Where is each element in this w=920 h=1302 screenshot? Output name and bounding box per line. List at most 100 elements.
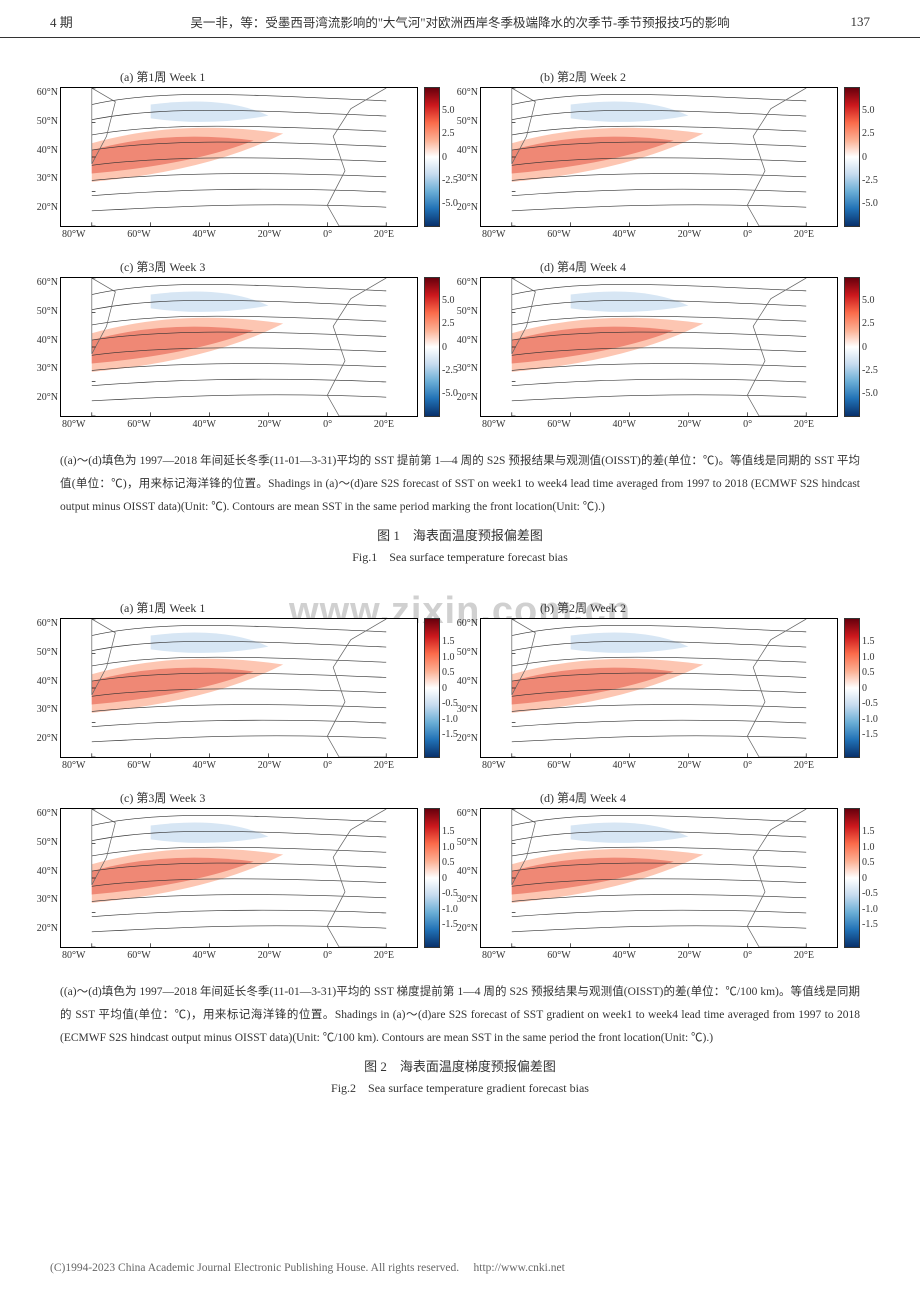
lon-tick: 20°E	[794, 419, 814, 430]
lat-tick: 40°N	[22, 676, 58, 687]
lat-ticks: 60°N50°N40°N30°N20°N	[442, 618, 478, 744]
panel-b: (b) 第2周 Week 2 60°N50°N40°N30°N20°N1.51.0…	[480, 599, 860, 771]
lon-tick: 80°W	[62, 760, 85, 771]
lon-tick: 20°W	[678, 760, 701, 771]
map-wrap: 60°N50°N40°N30°N20°N5.02.50-2.5-5.0	[480, 277, 860, 417]
lon-tick: 80°W	[482, 950, 505, 961]
colorbar: 5.02.50-2.5-5.0	[844, 277, 860, 417]
map-plot	[60, 87, 418, 227]
lat-tick: 20°N	[22, 202, 58, 213]
colorbar-tick: 2.5	[862, 318, 886, 329]
lon-tick: 60°W	[547, 950, 570, 961]
lat-tick: 20°N	[22, 733, 58, 744]
lat-ticks: 60°N50°N40°N30°N20°N	[22, 277, 58, 403]
lon-tick: 40°W	[193, 950, 216, 961]
lat-tick: 50°N	[442, 837, 478, 848]
lat-ticks: 60°N50°N40°N30°N20°N	[442, 87, 478, 213]
map-wrap: 60°N50°N40°N30°N20°N1.51.00.50-0.5-1.0-1…	[60, 808, 440, 948]
lon-ticks: 80°W60°W40°W20°W0°20°E	[60, 229, 396, 240]
colorbar-tick: 0.5	[862, 857, 886, 868]
map-plot	[480, 277, 838, 417]
lat-tick: 20°N	[22, 392, 58, 403]
page-footer: (C)1994-2023 China Academic Journal Elec…	[50, 1262, 870, 1274]
lon-tick: 40°W	[613, 760, 636, 771]
lon-tick: 80°W	[62, 950, 85, 961]
map-plot	[60, 808, 418, 948]
lat-tick: 60°N	[22, 277, 58, 288]
figure-1-caption: ((a)～(d)填色为 1997—2018 年间延长冬季(11-01—3-31)…	[60, 450, 860, 519]
lon-tick: 40°W	[613, 950, 636, 961]
figure-2-title-en: Fig.2 Sea surface temperature gradient f…	[0, 1079, 920, 1096]
lat-tick: 30°N	[442, 363, 478, 374]
colorbar: 1.51.00.50-0.5-1.0-1.5	[424, 808, 440, 948]
colorbar-tick: -1.0	[862, 714, 886, 725]
map-wrap: 60°N50°N40°N30°N20°N1.51.00.50-0.5-1.0-1…	[480, 618, 860, 758]
colorbar-tick: -1.5	[862, 919, 886, 930]
lat-tick: 40°N	[442, 676, 478, 687]
panel-title: (d) 第4周 Week 4	[540, 789, 860, 806]
panel-title: (a) 第1周 Week 1	[120, 599, 440, 616]
lon-tick: 0°	[743, 950, 752, 961]
panel-c: (c) 第3周 Week 360°N50°N40°N30°N20°N5.02.5…	[60, 258, 440, 430]
colorbar-tick: 5.0	[862, 105, 886, 116]
lat-tick: 50°N	[22, 647, 58, 658]
lon-ticks: 80°W60°W40°W20°W0°20°E	[480, 760, 816, 771]
lat-ticks: 60°N50°N40°N30°N20°N	[22, 618, 58, 744]
lon-tick: 20°E	[794, 229, 814, 240]
lat-tick: 20°N	[442, 392, 478, 403]
lon-tick: 20°W	[678, 950, 701, 961]
lon-tick: 80°W	[482, 229, 505, 240]
footer-url: http://www.cnki.net	[474, 1262, 565, 1274]
lat-tick: 30°N	[442, 704, 478, 715]
panel-title: (b) 第2周 Week 2	[540, 68, 860, 85]
lon-tick: 40°W	[193, 419, 216, 430]
lon-tick: 60°W	[547, 760, 570, 771]
lon-tick: 60°W	[127, 950, 150, 961]
lon-tick: 20°E	[374, 419, 394, 430]
colorbar-tick: -0.5	[862, 888, 886, 899]
lat-tick: 60°N	[442, 87, 478, 98]
lat-tick: 50°N	[442, 306, 478, 317]
colorbar-tick: -1.0	[862, 904, 886, 915]
lat-tick: 40°N	[442, 866, 478, 877]
lon-ticks: 80°W60°W40°W20°W0°20°E	[480, 229, 816, 240]
panel-a: (a) 第1周 Week 160°N50°N40°N30°N20°N5.02.5…	[60, 68, 440, 240]
map-plot	[480, 87, 838, 227]
colorbar-tick: -0.5	[862, 698, 886, 709]
colorbar-ticks: 5.02.50-2.5-5.0	[862, 105, 886, 209]
colorbar: 5.02.50-2.5-5.0	[844, 87, 860, 227]
colorbar: 1.51.00.50-0.5-1.0-1.5	[844, 618, 860, 758]
lat-tick: 60°N	[442, 277, 478, 288]
panel-title: (b) 第2周 Week 2	[540, 599, 860, 616]
lat-tick: 60°N	[442, 808, 478, 819]
figure-1-grid: (a) 第1周 Week 160°N50°N40°N30°N20°N5.02.5…	[60, 68, 860, 430]
panel-b: (b) 第2周 Week 260°N50°N40°N30°N20°N5.02.5…	[480, 68, 860, 240]
map-plot	[480, 618, 838, 758]
lat-tick: 30°N	[442, 173, 478, 184]
lat-ticks: 60°N50°N40°N30°N20°N	[442, 808, 478, 934]
colorbar-tick: 1.0	[862, 842, 886, 853]
lat-tick: 60°N	[22, 87, 58, 98]
colorbar-tick: -5.0	[862, 198, 886, 209]
lon-tick: 40°W	[193, 760, 216, 771]
colorbar-ticks: 5.02.50-2.5-5.0	[862, 295, 886, 399]
lat-ticks: 60°N50°N40°N30°N20°N	[442, 277, 478, 403]
lon-tick: 60°W	[547, 419, 570, 430]
lon-tick: 0°	[743, 760, 752, 771]
lat-tick: 40°N	[22, 145, 58, 156]
colorbar-tick: 1.0	[862, 652, 886, 663]
lon-tick: 20°W	[678, 229, 701, 240]
lon-tick: 20°E	[794, 950, 814, 961]
colorbar-tick: -1.5	[862, 729, 886, 740]
lon-tick: 20°W	[258, 419, 281, 430]
lon-tick: 60°W	[127, 229, 150, 240]
lat-tick: 30°N	[22, 894, 58, 905]
lat-tick: 20°N	[442, 733, 478, 744]
panel-d: (d) 第4周 Week 4 60°N50°N40°N30°N20°N5.02.5…	[480, 258, 860, 430]
lat-tick: 60°N	[22, 808, 58, 819]
colorbar-tick: 2.5	[862, 128, 886, 139]
lon-tick: 20°W	[258, 950, 281, 961]
panel-title: (d) 第4周 Week 4	[540, 258, 860, 275]
page-number: 137	[790, 14, 870, 30]
lat-tick: 40°N	[442, 145, 478, 156]
